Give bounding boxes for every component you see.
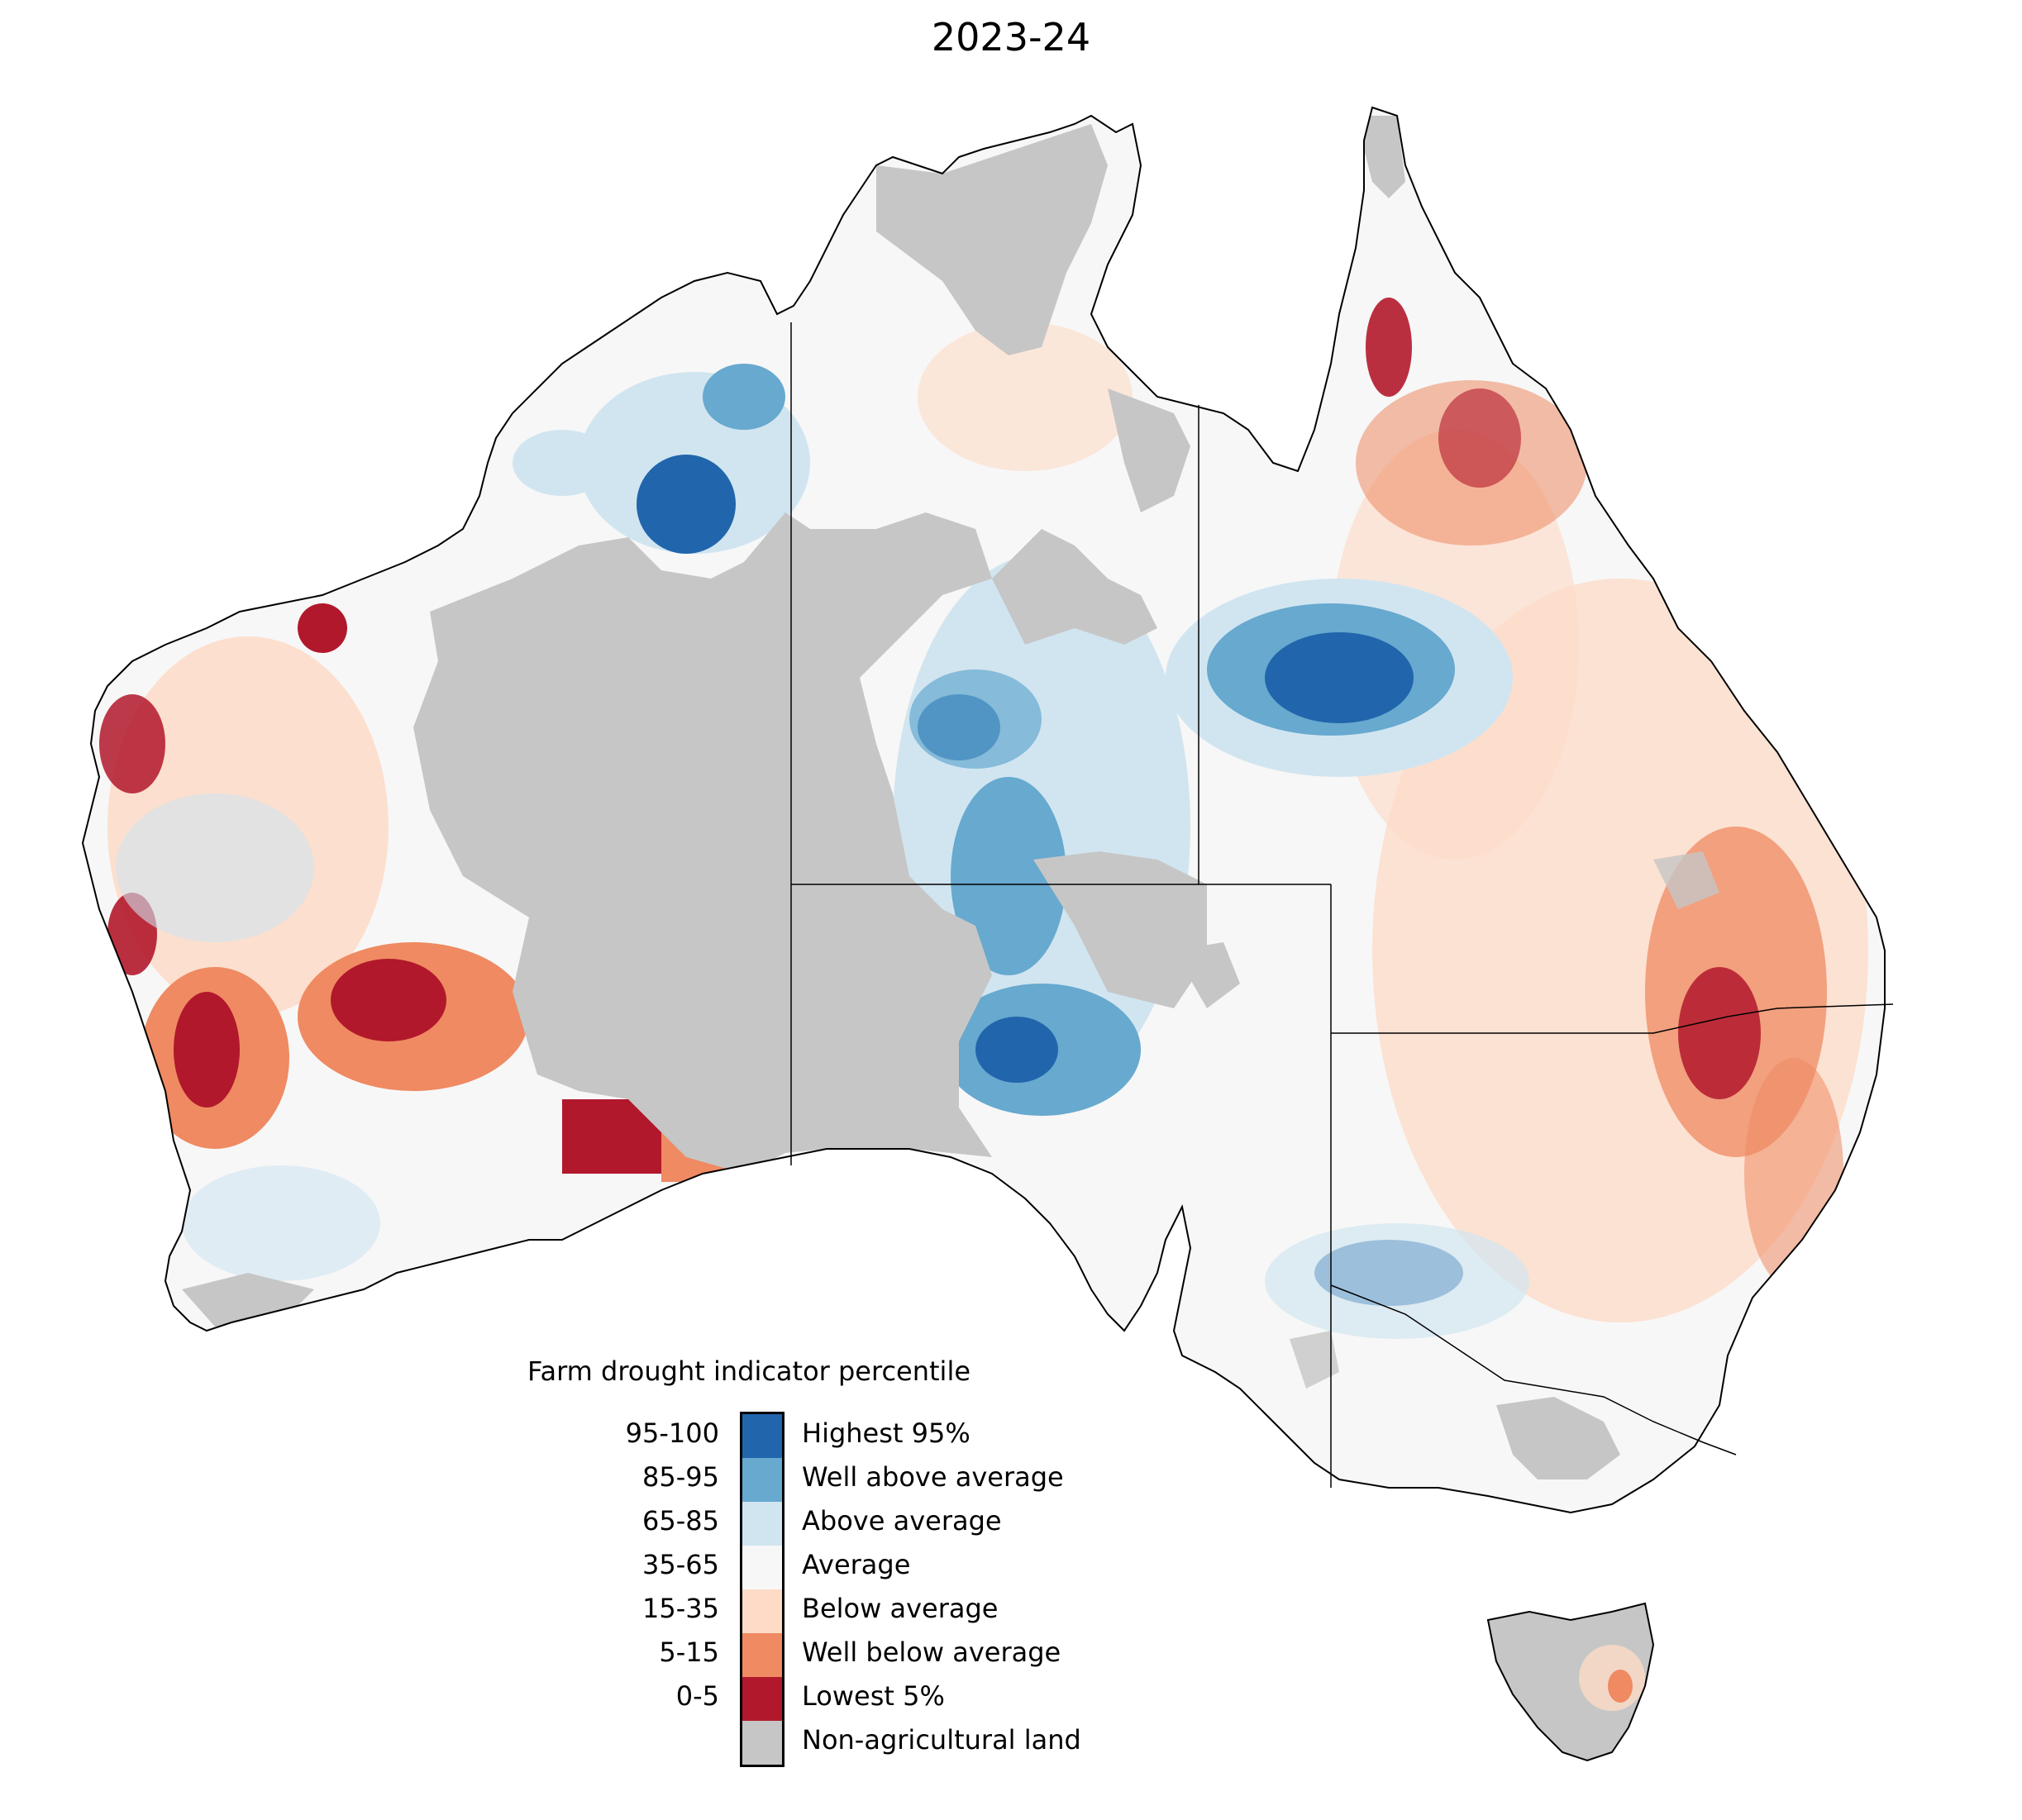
legend-swatch-non-agricultural [742, 1721, 782, 1765]
legend-label-highest: Highest 95% [802, 1417, 970, 1449]
legend-swatch-lowest [742, 1677, 782, 1721]
legend-range-3: 65-85 [642, 1505, 719, 1537]
legend-label-above: Above average [802, 1505, 1002, 1537]
legend-swatch-well-below [742, 1633, 782, 1677]
legend-label-well-below: Well below average [802, 1637, 1061, 1668]
legend-swatch-highest [742, 1414, 782, 1458]
legend-range-1: 95-100 [625, 1417, 719, 1449]
legend-range-4: 35-65 [642, 1549, 719, 1580]
legend-range-7: 0-5 [675, 1680, 719, 1712]
state-borders [790, 322, 1894, 1488]
legend-label-well-above: Well above average [802, 1461, 1064, 1493]
legend-swatch-average [742, 1546, 782, 1589]
legend-label-lowest: Lowest 5% [802, 1680, 945, 1712]
legend-swatch-well-above [742, 1458, 782, 1502]
legend-range-6: 5-15 [659, 1637, 719, 1668]
legend-range-5: 15-35 [642, 1593, 719, 1624]
legend-range-2: 85-95 [642, 1461, 719, 1493]
legend-title: Farm drought indicator percentile [527, 1355, 971, 1387]
legend-swatch-above [742, 1502, 782, 1546]
legend-label-non-agricultural: Non-agricultural land [802, 1724, 1081, 1756]
legend-colorbar [740, 1412, 784, 1767]
legend-label-below: Below average [802, 1593, 999, 1624]
legend-label-average: Average [802, 1549, 911, 1580]
legend-swatch-below [742, 1589, 782, 1633]
map-title: 2023-24 [931, 15, 1091, 60]
